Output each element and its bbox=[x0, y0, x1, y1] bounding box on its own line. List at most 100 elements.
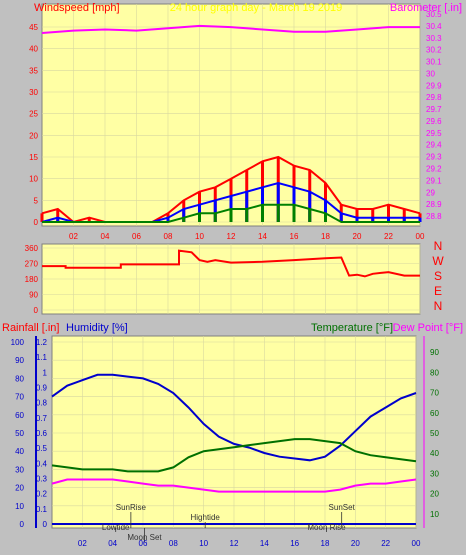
barometer-tick-label: 30.4 bbox=[426, 22, 442, 31]
windspeed-tick-label: 40 bbox=[29, 45, 38, 54]
direction-tick-label: 180 bbox=[25, 275, 39, 284]
x-tick-label: 16 bbox=[290, 539, 299, 548]
temperature-tick-label: 80 bbox=[430, 368, 439, 377]
x-tick-label: 14 bbox=[258, 232, 267, 241]
compass-label: N bbox=[434, 239, 443, 253]
rainfall-tick-label: 0.6 bbox=[36, 429, 48, 438]
x-tick-label: 18 bbox=[321, 232, 330, 241]
annotation-label: Moon Set bbox=[127, 533, 162, 542]
x-tick-label: 18 bbox=[321, 539, 330, 548]
barometer-tick-label: 28.9 bbox=[426, 200, 442, 209]
barometer-line bbox=[41, 24, 420, 34]
humidity-line bbox=[51, 373, 417, 462]
rainfall-tick-label: 0.9 bbox=[36, 384, 48, 393]
x-tick-label: 22 bbox=[381, 539, 390, 548]
direction-tick-label: 270 bbox=[25, 260, 39, 269]
x-tick-label: 02 bbox=[78, 539, 87, 548]
windspeed-tick-label: 10 bbox=[29, 175, 38, 184]
barometer-tick-label: 29.4 bbox=[426, 141, 442, 150]
temperature-tick-label: 60 bbox=[430, 409, 439, 418]
compass-label: E bbox=[434, 284, 442, 298]
x-tick-label: 06 bbox=[139, 539, 148, 548]
x-tick-label: 00 bbox=[412, 539, 421, 548]
x-tick-label: 06 bbox=[132, 232, 141, 241]
humidity-tick-label: 40 bbox=[15, 447, 24, 456]
windspeed-tick-label: 45 bbox=[29, 23, 38, 32]
temperature-tick-label: 90 bbox=[430, 348, 439, 357]
direction-tick-label: 360 bbox=[25, 244, 39, 253]
x-tick-label: 04 bbox=[101, 232, 110, 241]
barometer-tick-label: 29.1 bbox=[426, 176, 442, 185]
barometer-tick-label: 29.2 bbox=[426, 165, 442, 174]
rainfall-tick-label: 0.4 bbox=[36, 459, 48, 468]
windspeed-tick-label: 35 bbox=[29, 66, 38, 75]
x-tick-label: 20 bbox=[353, 232, 362, 241]
humidity-tick-label: 10 bbox=[15, 502, 24, 511]
direction-tick-label: 90 bbox=[29, 291, 38, 300]
rainfall-tick-label: 0.2 bbox=[36, 490, 48, 499]
windspeed-tick-label: 0 bbox=[34, 218, 39, 227]
rainfall-tick-label: 0.7 bbox=[36, 414, 48, 423]
temperature-tick-label: 50 bbox=[430, 429, 439, 438]
annotation-label: SunRise bbox=[116, 503, 147, 512]
temperature-tick-label: 70 bbox=[430, 389, 439, 398]
barometer-tick-label: 28.8 bbox=[426, 212, 442, 221]
direction-line bbox=[42, 249, 420, 278]
x-tick-label: 08 bbox=[164, 232, 173, 241]
tick-labels: 05101520253035404528.828.92929.129.229.3… bbox=[11, 10, 445, 548]
barometer-tick-label: 30.1 bbox=[426, 58, 442, 67]
x-tick-label: 22 bbox=[384, 232, 393, 241]
barometer-tick-label: 29 bbox=[426, 188, 435, 197]
humidity-tick-label: 30 bbox=[15, 465, 24, 474]
rainfall-tick-label: 1 bbox=[43, 368, 48, 377]
barometer-axis-label: Barometer [.in] bbox=[390, 2, 462, 14]
humidity-axis-label: Humidity [%] bbox=[66, 322, 128, 334]
humidity-tick-label: 0 bbox=[20, 520, 25, 529]
humidity-tick-label: 70 bbox=[15, 393, 24, 402]
humidity-tick-label: 80 bbox=[15, 374, 24, 383]
rainfall-tick-label: 0.3 bbox=[36, 475, 48, 484]
x-tick-label: 12 bbox=[230, 539, 239, 548]
temperature-axis-label: Temperature [°F] bbox=[311, 322, 393, 334]
rainfall-tick-label: 0.8 bbox=[36, 399, 48, 408]
x-tick-label: 14 bbox=[260, 539, 269, 548]
annotation-label: SunSet bbox=[329, 503, 356, 512]
x-tick-label: 12 bbox=[227, 232, 236, 241]
x-tick-label: 10 bbox=[195, 232, 204, 241]
compass-label: N bbox=[434, 299, 443, 313]
barometer-tick-label: 29.3 bbox=[426, 153, 442, 162]
rainfall-tick-label: 0 bbox=[43, 520, 48, 529]
barometer-tick-label: 30.5 bbox=[426, 10, 442, 19]
x-tick-label: 16 bbox=[290, 232, 299, 241]
x-tick-label: 04 bbox=[108, 539, 117, 548]
temperature-tick-label: 10 bbox=[430, 510, 439, 519]
annotation-label: Moon Rise bbox=[307, 523, 346, 532]
humidity-tick-label: 100 bbox=[11, 338, 25, 347]
annotation-label: Lowtide bbox=[102, 523, 130, 532]
x-tick-label: 08 bbox=[169, 539, 178, 548]
windspeed-tick-label: 5 bbox=[34, 196, 39, 205]
rainfall-tick-label: 0.1 bbox=[36, 505, 48, 514]
windspeed-tick-label: 25 bbox=[29, 110, 38, 119]
rainfall-axis-label: Rainfall [.in] bbox=[2, 322, 59, 334]
x-tick-label: 02 bbox=[69, 232, 78, 241]
compass-label: S bbox=[434, 269, 442, 283]
x-tick-label: 00 bbox=[416, 232, 425, 241]
rainfall-tick-label: 1.2 bbox=[36, 338, 48, 347]
barometer-tick-label: 30.3 bbox=[426, 34, 442, 43]
barometer-tick-label: 29.5 bbox=[426, 129, 442, 138]
temperature-tick-label: 30 bbox=[430, 469, 439, 478]
annotation-label: Hightide bbox=[191, 513, 221, 522]
barometer-tick-label: 30 bbox=[426, 69, 435, 78]
windspeed-axis-label: Windspeed [mph] bbox=[34, 2, 120, 14]
direction-tick-label: 0 bbox=[34, 306, 39, 315]
humidity-tick-label: 90 bbox=[15, 356, 24, 365]
x-tick-label: 20 bbox=[351, 539, 360, 548]
rainfall-tick-label: 1.1 bbox=[36, 353, 48, 362]
barometer-tick-label: 29.6 bbox=[426, 117, 442, 126]
humidity-tick-label: 20 bbox=[15, 484, 24, 493]
windspeed-tick-label: 20 bbox=[29, 131, 38, 140]
barometer-tick-label: 29.7 bbox=[426, 105, 442, 114]
rainfall-tick-label: 0.5 bbox=[36, 444, 48, 453]
